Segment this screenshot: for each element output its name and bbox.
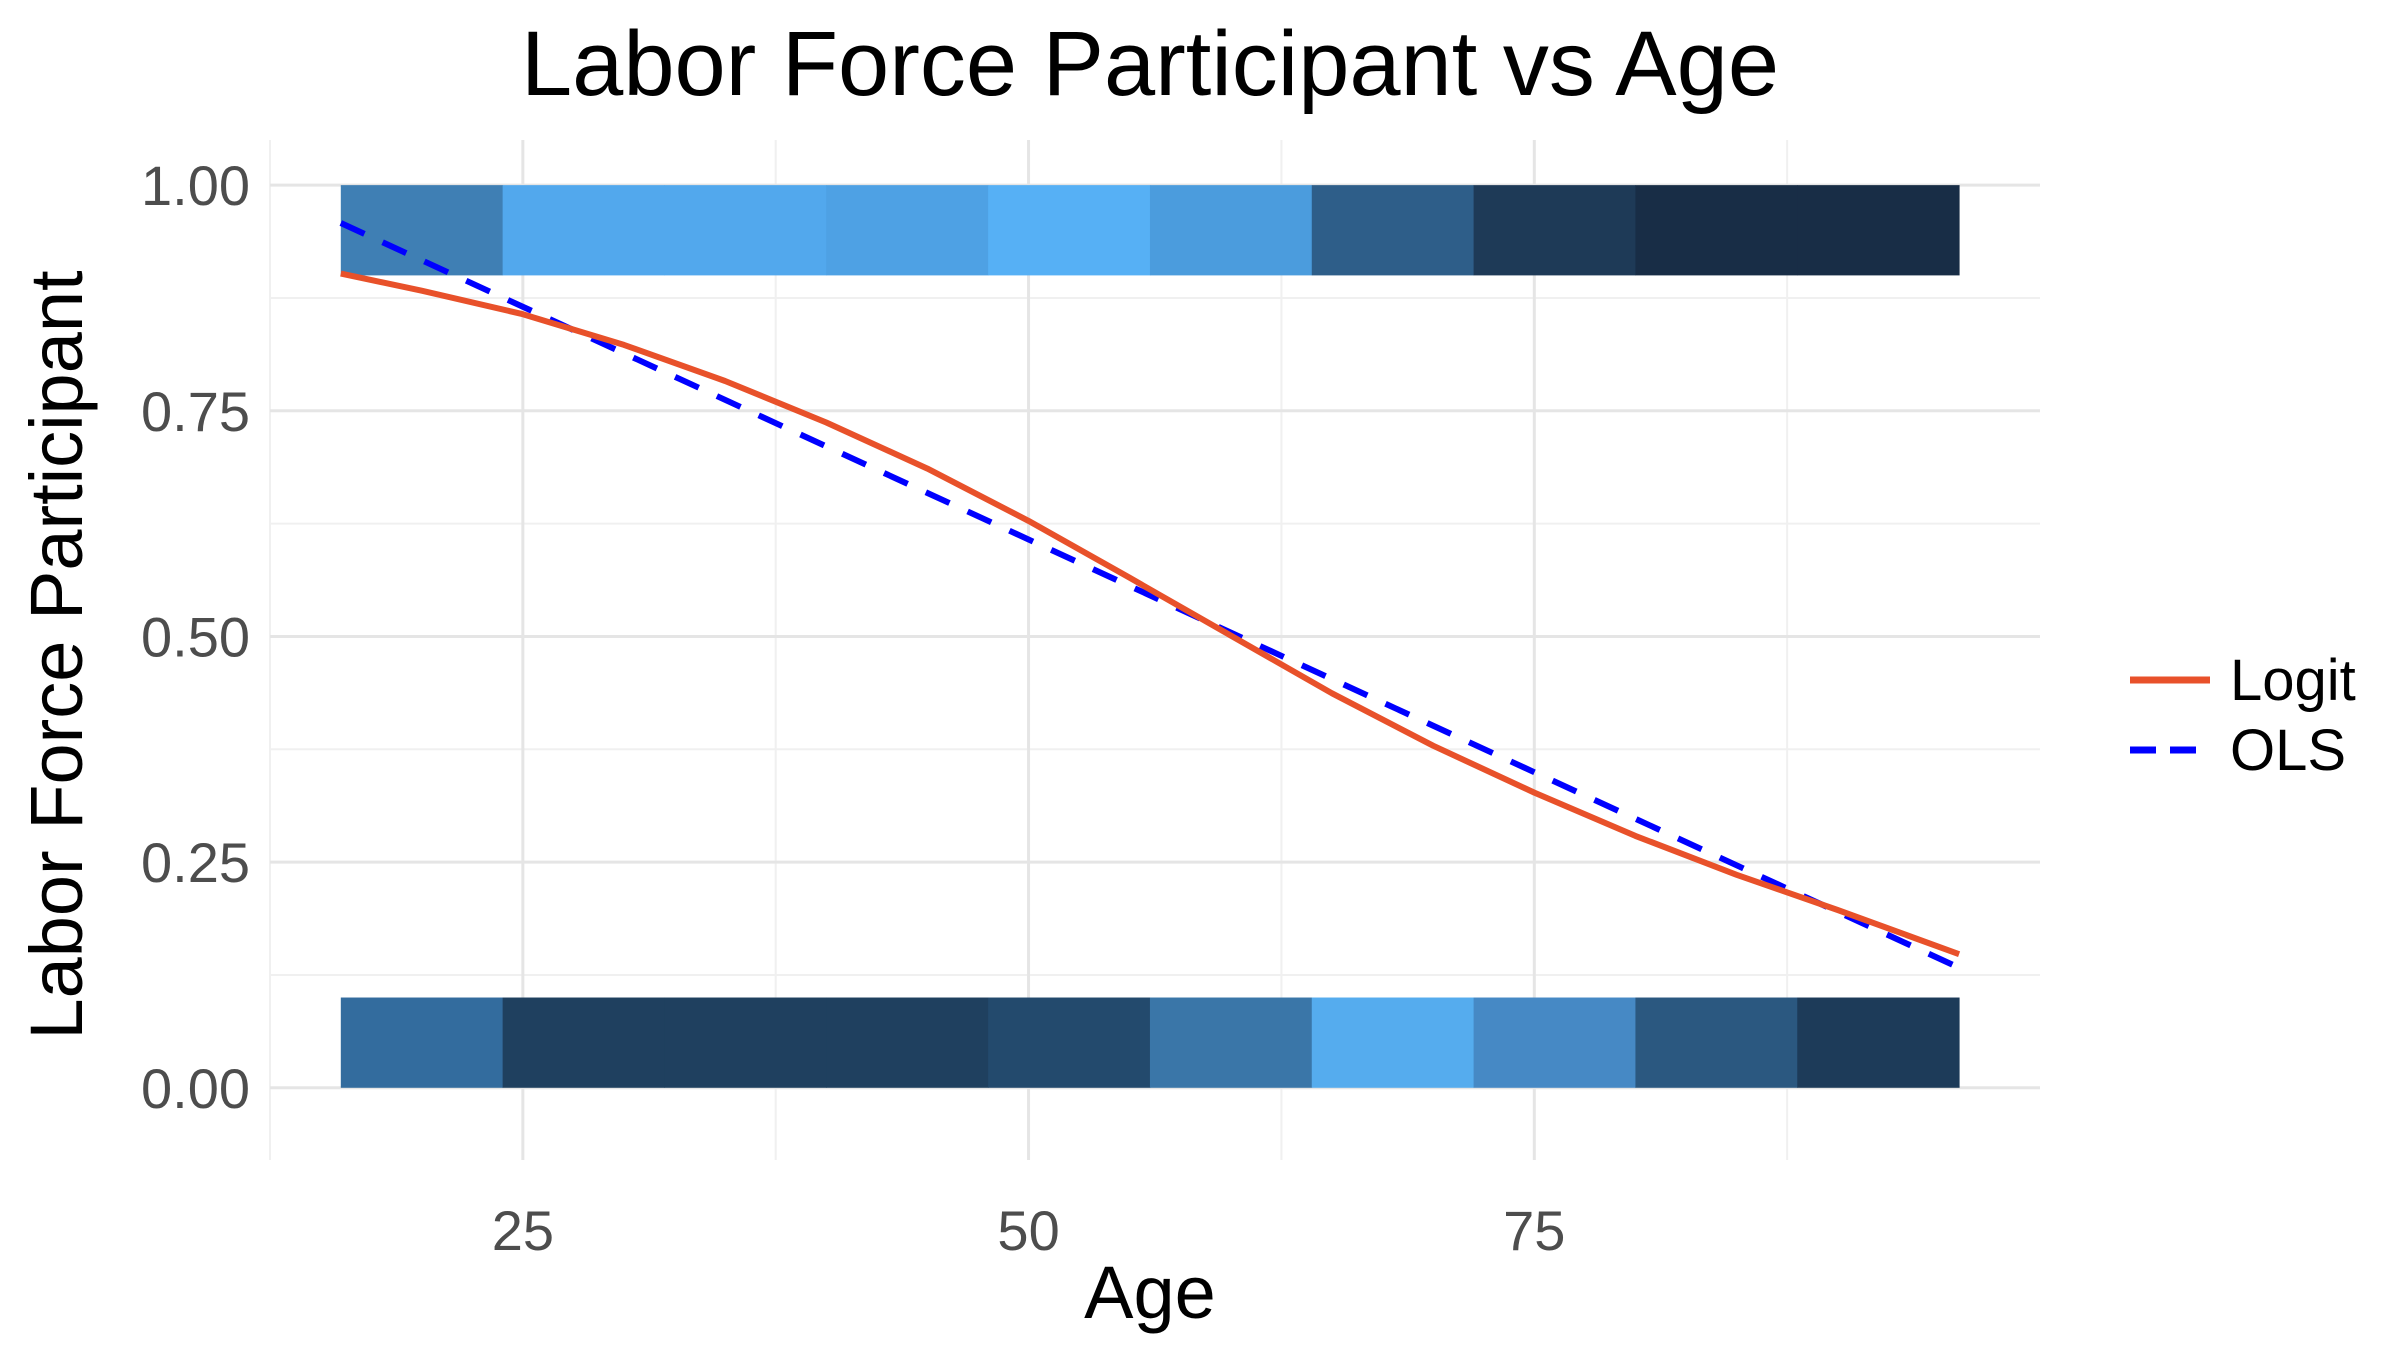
rug-bin-top [1797,185,1960,276]
x-axis-title: Age [1084,1251,1216,1334]
x-tick-label: 75 [1503,1199,1565,1262]
rug-bin-top [826,185,989,276]
rug-bin-top [1635,185,1798,276]
rug-bin-bottom [826,997,989,1088]
rug-bin-bottom [1311,997,1475,1088]
legend-label: Logit [2230,648,2356,713]
rug-bands [340,185,1960,1088]
series-lines [339,220,1961,971]
series-line-ols [339,220,1961,971]
rug-bin-top [1149,185,1313,276]
rug-bin-bottom [502,997,665,1088]
rug-bin-top [340,185,504,276]
rug-bin-bottom [1797,997,1960,1088]
rug-bin-bottom [1635,997,1798,1088]
rug-bin-top [502,185,665,276]
rug-bin-top [1311,185,1475,276]
rug-bin-bottom [664,997,827,1088]
chart-title: Labor Force Participant vs Age [521,13,1779,115]
rug-bin-top [664,185,827,276]
y-tick-label: 0.75 [141,380,250,443]
x-tick-label: 25 [492,1199,554,1262]
rug-bin-bottom [1473,997,1636,1088]
y-tick-label: 1.00 [141,154,250,217]
legend-label: OLS [2230,718,2346,783]
y-tick-label: 0.25 [141,831,250,894]
x-axis-ticks: 25 50 75 [492,1199,1566,1262]
y-tick-label: 0.00 [141,1057,250,1120]
rug-bin-bottom [988,997,1151,1088]
rug-bin-top [1473,185,1636,276]
series-line-logit [340,270,1961,958]
x-tick-label: 50 [997,1199,1059,1262]
y-tick-label: 0.50 [141,605,250,668]
y-axis-ticks: 0.00 0.25 0.50 0.75 1.00 [141,154,250,1120]
rug-bin-bottom [1149,997,1313,1088]
y-axis-title: Labor Force Participant [15,270,98,1040]
rug-bin-top [988,185,1151,276]
rug-bin-bottom [340,997,504,1088]
